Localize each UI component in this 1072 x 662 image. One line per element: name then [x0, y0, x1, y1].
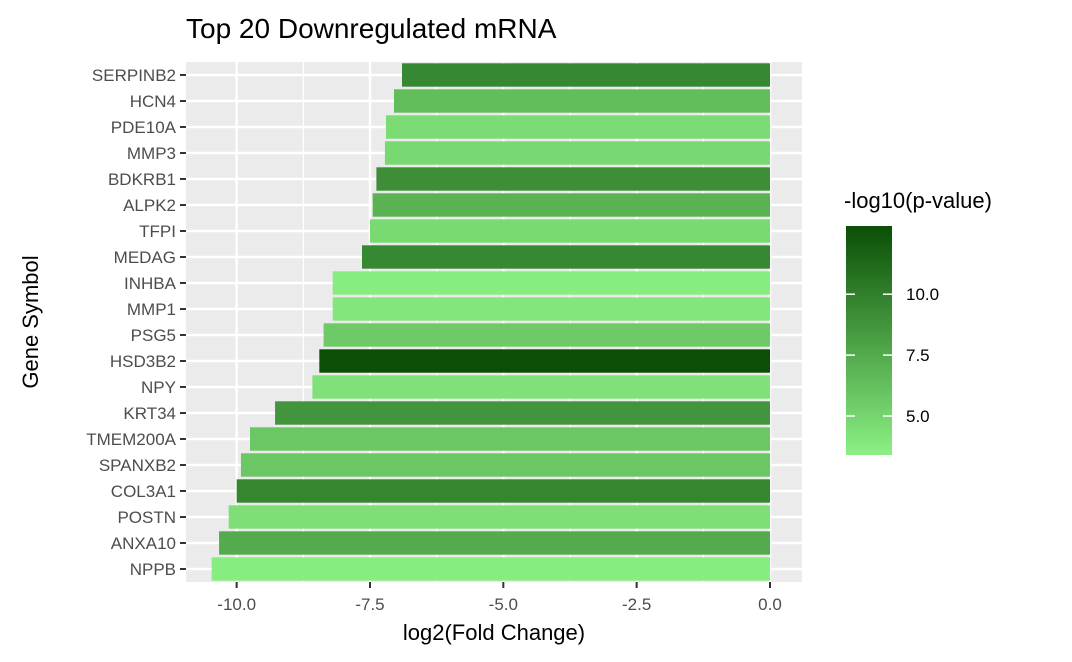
y-axis-title: Gene Symbol [18, 255, 43, 388]
y-tick-label: INHBA [124, 274, 177, 293]
y-tick-label: NPPB [130, 560, 176, 579]
y-tick-label: ALPK2 [123, 196, 176, 215]
bar-pde10a [386, 115, 770, 139]
y-tick-label: MEDAG [114, 248, 176, 267]
y-tick-label: POSTN [117, 508, 176, 527]
bar-anxa10 [219, 531, 771, 555]
bar-krt34 [275, 401, 770, 425]
bar-alpk2 [372, 193, 770, 217]
x-axis: -10.0 -7.5 -5.0 -2.5 0.0 [217, 582, 782, 614]
color-legend: -log10(p-value) 5.0 7.5 10.0 [844, 188, 992, 455]
y-tick-label: ANXA10 [111, 534, 176, 553]
legend-tick-label: 5.0 [906, 407, 930, 426]
plot-panel [186, 62, 802, 582]
y-tick-label: TMEM200A [86, 430, 176, 449]
y-tick-label: BDKRB1 [108, 170, 176, 189]
x-axis-title: log2(Fold Change) [403, 620, 585, 645]
legend-tick-label: 10.0 [906, 285, 939, 304]
legend-tick-label: 7.5 [906, 346, 930, 365]
bar-mmp1 [332, 297, 770, 321]
bar-hcn4 [394, 89, 770, 113]
y-tick-label: HCN4 [130, 92, 176, 111]
y-tick-label: SERPINB2 [92, 66, 176, 85]
y-tick-label: NPY [141, 378, 176, 397]
y-tick-label: KRT34 [123, 404, 176, 423]
y-tick-label: PSG5 [131, 326, 176, 345]
bar-nppb [211, 557, 771, 581]
bar-col3a1 [236, 479, 770, 503]
bar-postn [228, 505, 770, 529]
bar-bdkrb1 [376, 167, 770, 191]
legend-colorbar [846, 226, 892, 455]
legend-title: -log10(p-value) [844, 188, 992, 213]
y-tick-label: TFPI [139, 222, 176, 241]
bars [211, 63, 771, 581]
x-tick-label: 0.0 [758, 595, 782, 614]
bar-hsd3b2 [319, 349, 770, 373]
bar-serpinb2 [402, 63, 770, 87]
bar-tmem200a [250, 427, 770, 451]
y-tick-label: PDE10A [111, 118, 177, 137]
bar-inhba [332, 271, 770, 295]
chart-title: Top 20 Downregulated mRNA [186, 13, 557, 44]
y-tick-label: COL3A1 [111, 482, 176, 501]
y-tick-label: SPANXB2 [99, 456, 176, 475]
bar-spanxb2 [240, 453, 770, 477]
y-tick-label: MMP1 [127, 300, 176, 319]
x-tick-label: -2.5 [622, 595, 651, 614]
x-tick-label: -5.0 [489, 595, 518, 614]
y-tick-label: MMP3 [127, 144, 176, 163]
bar-medag [362, 245, 770, 269]
bar-mmp3 [384, 141, 770, 165]
bar-psg5 [323, 323, 770, 347]
x-tick-label: -10.0 [217, 595, 256, 614]
bar-tfpi [370, 219, 770, 243]
x-tick-label: -7.5 [355, 595, 384, 614]
bar-npy [312, 375, 770, 399]
y-axis: SERPINB2 HCN4 PDE10A MMP3 BDKRB1 ALPK2 TFPI MED… [86, 66, 186, 579]
y-tick-label: HSD3B2 [110, 352, 176, 371]
